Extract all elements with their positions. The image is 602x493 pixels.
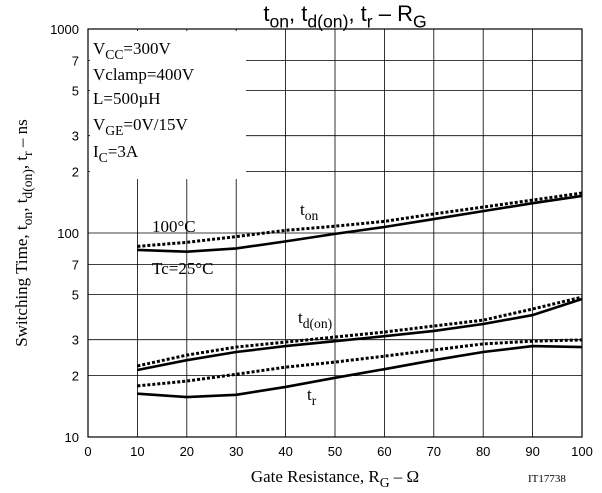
x-tick-label: 20: [180, 444, 194, 459]
y-tick-label: 2: [72, 165, 79, 180]
annotation: td(on): [298, 308, 332, 332]
text-part: Switching Time, t: [12, 225, 31, 347]
y-tick-label: 1000: [50, 22, 79, 37]
text-part: – R: [373, 1, 413, 26]
subscript: r: [312, 393, 317, 408]
y-tick-label: 10: [65, 430, 79, 445]
x-tick-label: 40: [278, 444, 292, 459]
y-tick-label: 3: [72, 333, 79, 348]
x-tick-label: 80: [476, 444, 490, 459]
text-part: – ns: [12, 119, 31, 151]
x-tick-label: 0: [84, 444, 91, 459]
x-tick-label: 100: [571, 444, 593, 459]
annotation: IC=3A: [93, 142, 139, 165]
subscript: d(on): [307, 12, 348, 32]
x-tick-label: 30: [229, 444, 243, 459]
y-tick-label: 3: [72, 129, 79, 144]
text-part: V: [93, 39, 106, 58]
annotation: ton: [300, 200, 319, 223]
subscript: G: [380, 475, 390, 490]
x-tick-label: 10: [130, 444, 144, 459]
y-tick-label: 7: [72, 54, 79, 69]
y-tick-label: 2: [72, 369, 79, 384]
subscript: on: [305, 208, 319, 223]
x-tick-label: 50: [328, 444, 342, 459]
text-part: I: [93, 142, 99, 161]
subscript: C: [99, 150, 108, 165]
text-part: t: [298, 308, 303, 327]
text-part: =300V: [123, 39, 171, 58]
text-part: V: [93, 115, 106, 134]
x-tick-label: 90: [525, 444, 539, 459]
subscript: r: [20, 151, 35, 156]
figure-id: IT17738: [528, 473, 566, 485]
y-tick-label: 100: [57, 226, 79, 241]
text-part: L=500µH: [93, 89, 161, 108]
x-tick-label: 70: [427, 444, 441, 459]
text-part: =3A: [108, 142, 139, 161]
text-part: – Ω: [390, 467, 420, 486]
subscript: G: [413, 12, 427, 32]
y-tick-label: 5: [72, 287, 79, 302]
text-part: 100°C: [152, 217, 196, 236]
text-part: t: [263, 1, 269, 26]
plot-frame: [87, 28, 583, 438]
text-part: Vclamp=400V: [93, 65, 195, 84]
annotation: 100°C: [152, 217, 196, 236]
text-part: Tc=25°C: [152, 259, 213, 278]
subscript: on: [269, 12, 289, 32]
data-line: [137, 297, 583, 372]
subscript: r: [367, 12, 373, 32]
text-part: , t: [348, 1, 366, 26]
text-part: t: [300, 200, 305, 219]
subscript: d(on): [20, 169, 36, 198]
annotation: Tc=25°C: [152, 259, 213, 278]
text-part: =0V/15V: [123, 115, 188, 134]
annotation: tr: [307, 385, 317, 408]
data-line: [137, 194, 583, 253]
annotation: L=500µH: [93, 89, 161, 108]
text-part: , t: [12, 198, 31, 212]
subscript: CC: [105, 47, 123, 62]
data-line: [137, 295, 583, 368]
y-tick-label: 5: [72, 83, 79, 98]
conditions-box: [90, 31, 246, 179]
annotation: VCC=300V: [93, 39, 172, 62]
text-part: t: [307, 385, 312, 404]
text-part: Gate Resistance, R: [251, 467, 381, 486]
annotation: Vclamp=400V: [93, 65, 195, 84]
subscript: GE: [105, 123, 123, 138]
x-axis-label: Gate Resistance, RG – Ω: [251, 467, 419, 490]
x-tick-label: 60: [377, 444, 391, 459]
text-part: , t: [289, 1, 307, 26]
text-part: , t: [12, 156, 31, 170]
y-tick-label: 7: [72, 258, 79, 273]
y-axis-label: Switching Time, ton, td(on), tr – ns: [12, 119, 36, 347]
subscript: on: [20, 212, 35, 226]
subscript: d(on): [303, 316, 332, 332]
chart-title: ton, td(on), tr – RG: [263, 1, 426, 32]
annotation: VGE=0V/15V: [93, 115, 188, 138]
data-line: [137, 344, 583, 399]
